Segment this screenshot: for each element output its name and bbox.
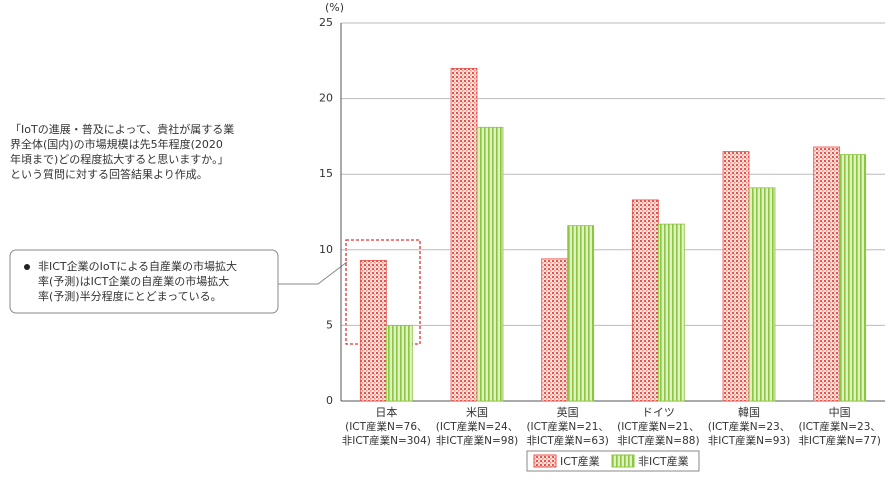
y-tick-label: 0 (326, 394, 333, 407)
bar (567, 225, 595, 402)
callout-text: 非ICT企業のIoTによる自産業の市場拡大 (38, 259, 237, 273)
legend-swatch (611, 454, 635, 468)
x-tick-detail: (ICT産業N=23、 (708, 420, 790, 433)
y-axis-label: (%) (325, 1, 344, 14)
bar (631, 199, 659, 402)
note-text: 年頃まで)どの程度拡大すると思いますか。」 (10, 152, 229, 166)
legend-label: ICT産業 (560, 455, 600, 468)
bullet (24, 264, 30, 270)
callout-text: 率(予測)はICT企業の自産業の市場拡大 (38, 274, 229, 288)
connector (278, 261, 348, 285)
x-tick-detail: (ICT産業N=24、 (436, 420, 518, 433)
x-tick-detail: 非ICT産業N=88) (617, 434, 699, 447)
note-text: という質問に対する回答結果より作成。 (10, 167, 208, 181)
note-text: 「IoTの進展・普及によって、貴社が属する業 (10, 122, 234, 136)
x-tick-detail: (ICT産業N=23、 (798, 420, 880, 433)
x-tick-label: 韓国 (738, 406, 760, 419)
x-tick-label: 日本 (375, 405, 397, 419)
note-text: 界全体(国内)の市場規模は先5年程度(2020 (10, 137, 223, 151)
x-tick-label: 英国 (557, 405, 579, 419)
bar (813, 146, 841, 402)
y-tick-label: 15 (319, 167, 333, 180)
y-tick-label: 5 (326, 318, 333, 331)
x-tick-detail: 非ICT産業N=98) (436, 434, 518, 447)
x-tick-detail: (ICT産業N=21、 (617, 420, 699, 433)
callout-text: 率(予測)半分程度にとどまっている。 (38, 289, 222, 303)
legend-swatch (533, 454, 557, 468)
bar (657, 223, 685, 402)
bar (541, 258, 569, 402)
bar (359, 259, 387, 402)
bar (450, 67, 478, 402)
bar (839, 154, 867, 402)
y-tick-label: 25 (319, 16, 333, 29)
callout-box (9, 249, 279, 314)
legend-label: 非ICT産業 (638, 455, 689, 468)
x-tick-label: 中国 (829, 406, 851, 419)
x-tick-label: ドイツ (642, 406, 675, 419)
x-tick-label: 米国 (466, 406, 488, 419)
x-tick-detail: 非ICT産業N=93) (708, 434, 790, 447)
y-tick-label: 10 (319, 243, 333, 256)
bar (722, 151, 750, 402)
x-tick-detail: (ICT産業N=76、 (345, 420, 427, 433)
x-tick-detail: (ICT産業N=21、 (526, 420, 608, 433)
x-tick-detail: 非ICT産業N=77) (798, 434, 880, 447)
x-tick-detail: 非ICT産業N=63) (526, 434, 608, 447)
x-tick-detail: 非ICT産業N=304) (342, 434, 431, 447)
bar (748, 187, 776, 402)
y-tick-label: 20 (319, 92, 333, 105)
bar (385, 324, 413, 402)
bar (476, 126, 504, 402)
